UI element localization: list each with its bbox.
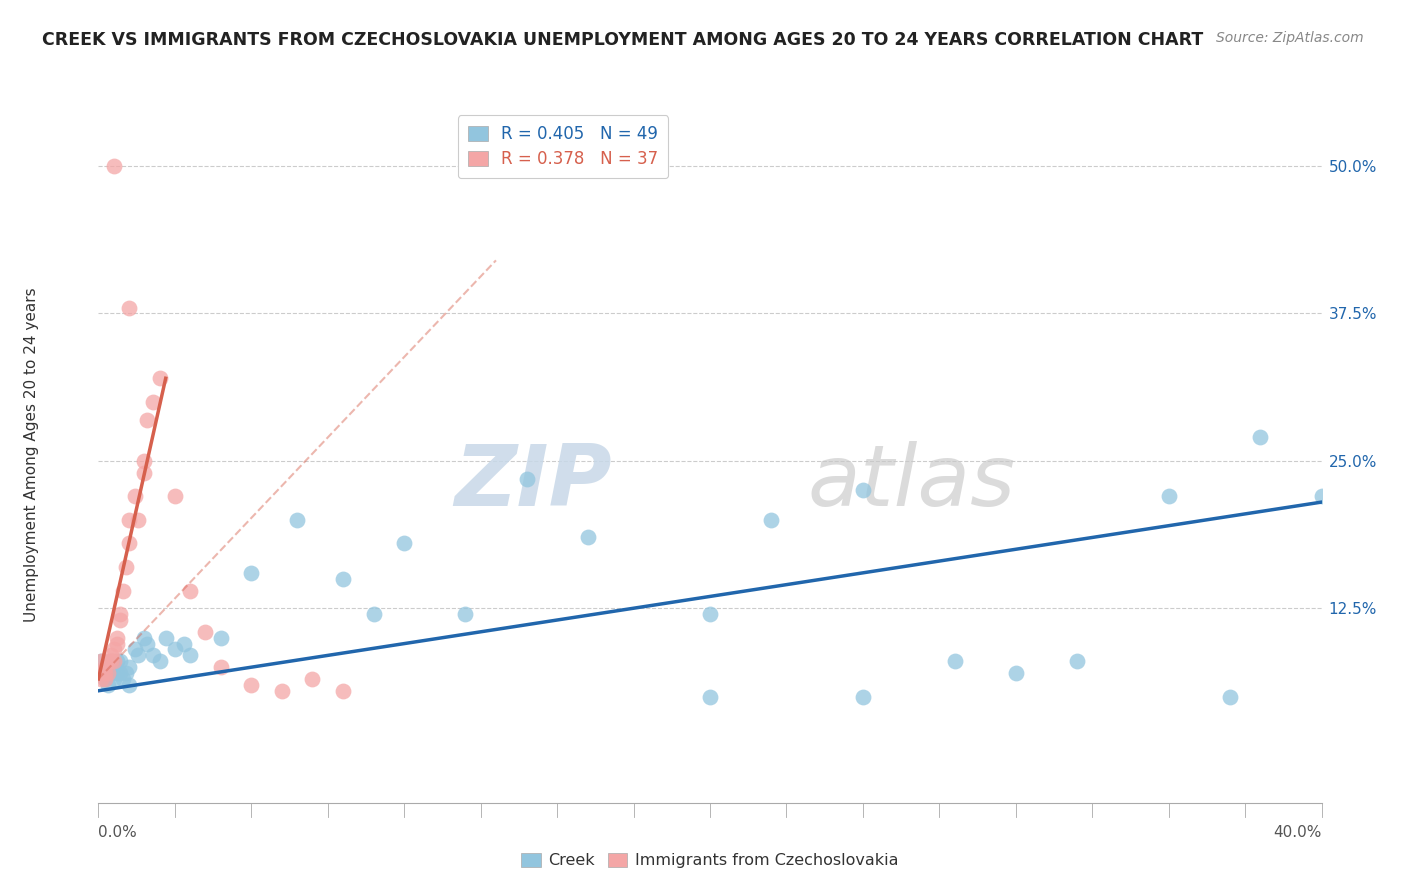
Point [136,412,159,426]
Point [699,690,721,704]
Point [105,654,128,668]
Point [1310,489,1333,503]
Point [240,678,263,692]
Point [108,607,131,621]
Point [90,666,112,681]
Point [90,666,112,681]
Point [699,607,721,621]
Point [97,678,120,692]
Point [1249,430,1271,444]
Point [118,301,141,315]
Point [111,583,134,598]
Point [1004,666,1026,681]
Point [576,531,599,545]
Point [97,666,120,681]
Text: 40.0%: 40.0% [1274,825,1322,840]
Point [118,513,141,527]
Text: ZIP: ZIP [454,442,612,524]
Point [852,690,875,704]
Point [105,631,128,645]
Point [118,678,141,692]
Point [759,513,782,527]
Point [108,654,131,668]
Point [97,654,120,668]
Point [163,642,186,657]
Point [124,642,146,657]
Point [136,637,159,651]
Point [118,660,141,674]
Point [124,489,146,503]
Text: Source: ZipAtlas.com: Source: ZipAtlas.com [1216,31,1364,45]
Point [127,513,149,527]
Point [105,666,128,681]
Point [454,607,477,621]
Point [90,672,112,686]
Point [115,560,138,574]
Point [149,371,172,385]
Point [115,666,138,681]
Point [103,642,125,657]
Point [1157,489,1180,503]
Text: Unemployment Among Ages 20 to 24 years: Unemployment Among Ages 20 to 24 years [24,287,38,623]
Point [163,489,186,503]
Point [270,683,292,698]
Point [209,631,232,645]
Point [142,395,165,409]
Text: atlas: atlas [808,442,1017,524]
Point [285,513,308,527]
Point [111,672,134,686]
Point [103,654,125,668]
Point [134,631,156,645]
Point [97,666,120,681]
Point [134,466,156,480]
Point [127,648,149,663]
Point [943,654,966,668]
Point [516,471,538,485]
Point [173,637,195,651]
Point [108,666,131,681]
Point [118,536,141,550]
Point [100,648,122,663]
Point [134,454,156,468]
Point [93,672,115,686]
Point [93,660,115,674]
Point [179,583,201,598]
Point [93,660,115,674]
Point [100,654,122,668]
Point [363,607,385,621]
Point [142,648,165,663]
Point [93,672,115,686]
Point [149,654,172,668]
Point [105,637,128,651]
Point [100,666,122,681]
Legend: Creek, Immigrants from Czechoslovakia: Creek, Immigrants from Czechoslovakia [515,847,905,875]
Point [103,672,125,686]
Point [1066,654,1088,668]
Point [90,654,112,668]
Point [93,666,115,681]
Point [209,660,232,674]
Point [392,536,416,550]
Point [179,648,201,663]
Point [108,613,131,627]
Point [155,631,177,645]
Point [103,660,125,674]
Point [100,654,122,668]
Point [332,572,354,586]
Point [332,683,354,698]
Point [194,624,217,639]
Point [1219,690,1241,704]
Text: CREEK VS IMMIGRANTS FROM CZECHOSLOVAKIA UNEMPLOYMENT AMONG AGES 20 TO 24 YEARS C: CREEK VS IMMIGRANTS FROM CZECHOSLOVAKIA … [42,31,1204,49]
Text: 0.0%: 0.0% [98,825,138,840]
Point [103,159,125,173]
Point [240,566,263,580]
Point [90,654,112,668]
Point [301,672,323,686]
Point [852,483,875,498]
